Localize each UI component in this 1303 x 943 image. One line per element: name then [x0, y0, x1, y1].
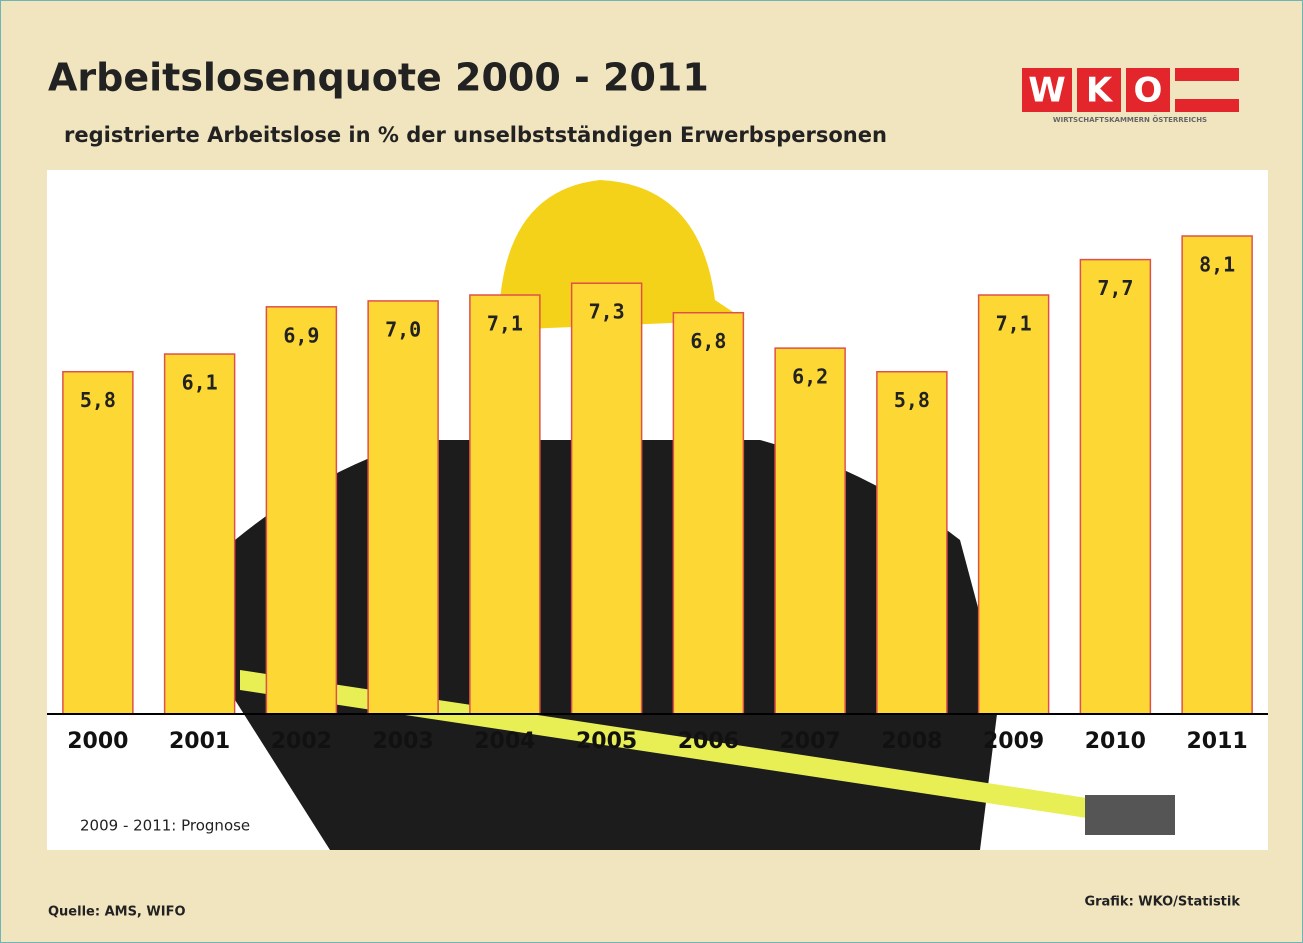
credit: Grafik: WKO/Statistik [1084, 895, 1240, 910]
x-tick-label: 2000 [67, 729, 128, 754]
x-tick-label: 2001 [169, 729, 230, 754]
chart: Arbeitslosenquote 2000 - 2011 registrier… [0, 0, 1303, 943]
logo-letter: K [1086, 71, 1114, 111]
bar [165, 354, 235, 714]
value-label: 5,8 [894, 388, 930, 412]
value-label: 5,8 [80, 388, 116, 412]
photo-tape-case [1085, 795, 1175, 835]
x-tick-label: 2011 [1187, 729, 1248, 754]
bar [1080, 260, 1150, 714]
x-tick-label: 2003 [373, 729, 434, 754]
bar [775, 348, 845, 714]
logo-stripe [1175, 68, 1239, 81]
x-tick-label: 2010 [1085, 729, 1146, 754]
x-tick-label: 2005 [576, 729, 637, 754]
bar [1182, 236, 1252, 714]
value-label: 7,3 [589, 300, 625, 324]
value-label: 7,1 [487, 312, 523, 336]
chart-subtitle: registrierte Arbeitslose in % der unselb… [64, 123, 887, 147]
value-label: 7,1 [996, 312, 1032, 336]
value-label: 6,1 [182, 371, 218, 395]
note: 2009 - 2011: Prognose [80, 817, 250, 835]
value-label: 7,7 [1097, 276, 1133, 300]
value-label: 6,9 [283, 323, 319, 347]
logo-stripe [1175, 99, 1239, 112]
x-tick-label: 2009 [983, 729, 1044, 754]
bar [572, 283, 642, 714]
x-tick-label: 2008 [881, 729, 942, 754]
value-label: 6,8 [690, 329, 726, 353]
bar [877, 372, 947, 714]
value-label: 8,1 [1199, 253, 1235, 277]
logo-letter: O [1134, 71, 1163, 111]
chart-title: Arbeitslosenquote 2000 - 2011 [48, 56, 709, 100]
bar [673, 313, 743, 714]
bar [266, 307, 336, 714]
bar [470, 295, 540, 714]
logo-tagline: WIRTSCHAFTSKAMMERN ÖSTERREICHS [1053, 115, 1207, 124]
source: Quelle: AMS, WIFO [48, 905, 186, 920]
bar [368, 301, 438, 714]
value-label: 7,0 [385, 317, 421, 341]
logo-letter: W [1028, 71, 1066, 111]
bar [63, 372, 133, 714]
x-tick-label: 2002 [271, 729, 332, 754]
value-label: 6,2 [792, 365, 828, 389]
x-tick-label: 2007 [780, 729, 841, 754]
x-tick-label: 2004 [474, 729, 535, 754]
bar [979, 295, 1049, 714]
x-tick-label: 2006 [678, 729, 739, 754]
